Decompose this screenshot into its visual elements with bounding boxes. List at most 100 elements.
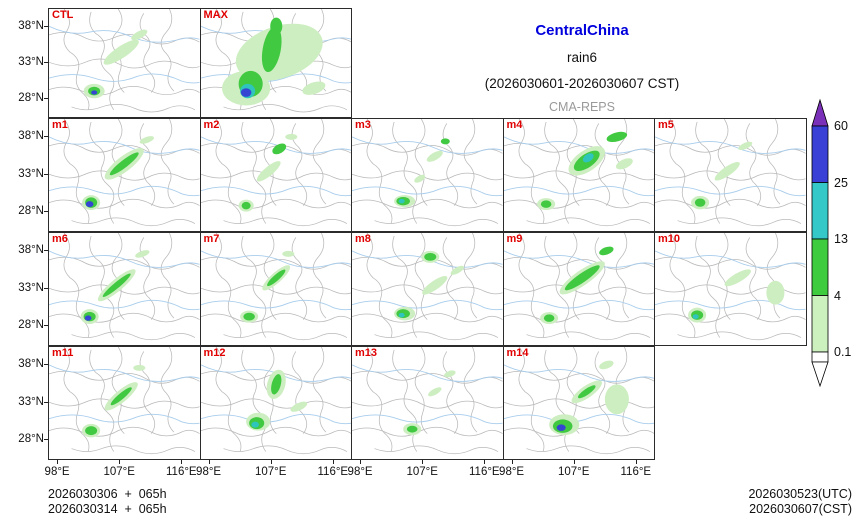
map-panel-m9: m9 <box>502 232 655 346</box>
model-title: CMA-REPS <box>549 100 615 114</box>
map-plot <box>49 347 200 459</box>
colorbar-level-label: 4 <box>834 288 841 303</box>
map-panel-m6: m6 <box>48 232 201 346</box>
map-panel-max: MAX <box>199 8 352 118</box>
panel-label: m10 <box>658 233 681 245</box>
x-axis-label: 116°E <box>317 466 349 478</box>
colorbar <box>806 92 840 402</box>
x-axis-label: 107°E <box>254 466 287 478</box>
map-panel-m1: m1 <box>48 118 201 232</box>
x-axis-tick <box>181 460 183 464</box>
footer-valid-utc: 2026030523(UTC) <box>748 487 852 501</box>
map-plot <box>200 9 351 117</box>
y-axis-label: 38°N <box>18 19 44 32</box>
x-axis-tick <box>484 460 486 464</box>
y-axis-tick <box>44 439 48 441</box>
map-panel-m5: m5 <box>654 118 807 232</box>
x-axis-label: 98°E <box>44 466 70 478</box>
map-plot <box>200 119 351 231</box>
x-axis-label: 98°E <box>196 466 222 478</box>
map-plot <box>352 347 503 459</box>
y-axis-label: 38°N <box>18 358 44 371</box>
map-panel-m11: m11 <box>48 346 201 460</box>
x-axis-label: 116°E <box>469 466 500 478</box>
map-panel-m13: m13 <box>351 346 504 460</box>
map-panel-m10: m10 <box>654 232 807 346</box>
x-axis-tick <box>422 460 424 464</box>
region-title: CentralChina <box>535 22 629 39</box>
x-axis-tick <box>573 460 575 464</box>
y-axis-tick <box>44 250 48 252</box>
panel-label: m14 <box>506 347 529 359</box>
y-axis-label: 33°N <box>18 281 44 294</box>
map-panel-ctl: CTL <box>48 8 201 118</box>
panel-label: m8 <box>355 233 371 245</box>
y-axis-tick <box>44 136 48 138</box>
y-axis-label: 38°N <box>18 244 44 257</box>
colorbar-level-label: 25 <box>834 175 848 190</box>
x-axis-tick <box>119 460 121 464</box>
map-plot <box>503 233 654 345</box>
y-axis-label: 33°N <box>18 55 44 68</box>
x-axis-tick <box>511 460 513 464</box>
x-axis-tick <box>208 460 210 464</box>
y-axis-tick <box>44 61 48 63</box>
x-axis-label: 98°E <box>499 466 525 478</box>
panel-label: CTL <box>52 9 74 21</box>
x-axis-tick <box>57 460 59 464</box>
x-axis-tick <box>360 460 362 464</box>
panel-label: m13 <box>355 347 378 359</box>
y-axis-label: 28°N <box>18 433 44 446</box>
y-axis-label: 28°N <box>18 92 44 105</box>
map-panel-m7: m7 <box>199 232 352 346</box>
map-panel-m3: m3 <box>351 118 504 232</box>
panel-label: m2 <box>203 119 220 131</box>
period-title: (2026030601-2026030607 CST) <box>484 76 680 91</box>
x-axis-label: 98°E <box>347 466 373 478</box>
colorbar-level-label: 60 <box>834 119 848 133</box>
map-plot <box>503 347 654 459</box>
x-axis-tick <box>635 460 637 464</box>
y-axis-tick <box>44 364 48 366</box>
x-axis-tick <box>332 460 334 464</box>
x-axis-label: 116°E <box>620 466 652 478</box>
y-axis-label: 33°N <box>18 167 44 180</box>
variable-title: rain6 <box>566 50 598 65</box>
map-panel-m12: m12 <box>199 346 352 460</box>
y-axis-tick <box>44 173 48 175</box>
panel-label: m4 <box>506 119 523 131</box>
map-panel-m2: m2 <box>199 118 352 232</box>
panel-label: m11 <box>52 347 74 359</box>
panel-label: m5 <box>658 119 674 131</box>
panel-label: m12 <box>203 347 226 359</box>
x-axis-label: 107°E <box>406 466 438 478</box>
map-plot <box>352 233 503 345</box>
y-axis-label: 38°N <box>18 130 44 143</box>
map-plot <box>352 119 503 231</box>
y-axis-label: 28°N <box>18 205 44 218</box>
map-panel-m8: m8 <box>351 232 504 346</box>
map-plot <box>49 119 200 231</box>
panel-label: MAX <box>203 9 228 21</box>
y-axis-tick <box>44 211 48 213</box>
map-plot <box>200 347 351 459</box>
map-plot <box>49 9 200 117</box>
panel-label: m9 <box>506 233 523 245</box>
y-axis-tick <box>44 401 48 403</box>
colorbar-svg <box>811 98 829 388</box>
map-plot <box>503 119 654 231</box>
map-panel-m14: m14 <box>502 346 655 460</box>
x-axis-label: 107°E <box>103 466 135 478</box>
map-plot <box>49 233 200 345</box>
y-axis-tick <box>44 25 48 27</box>
panel-label: m6 <box>52 233 68 245</box>
map-plot <box>655 119 806 231</box>
footer-run1: 2026030306 + 065h <box>48 487 167 501</box>
map-panel-m4: m4 <box>502 118 655 232</box>
y-axis-label: 33°N <box>18 395 44 408</box>
y-axis-tick <box>44 98 48 100</box>
panel-label: m1 <box>52 119 68 131</box>
colorbar-level-label: 0.1 <box>834 345 852 359</box>
footer-valid-cst: 2026030607(CST) <box>749 502 852 516</box>
